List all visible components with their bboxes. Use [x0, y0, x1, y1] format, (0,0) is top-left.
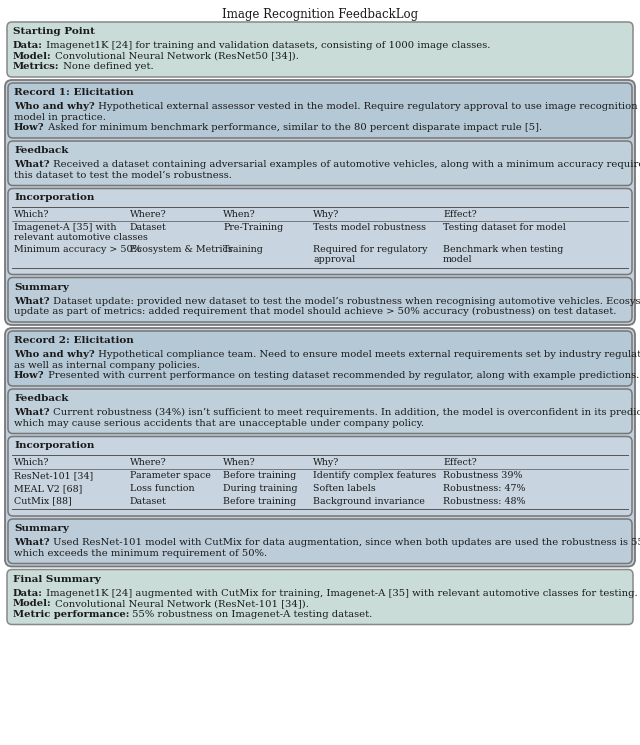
Text: Effect?: Effect? — [443, 210, 477, 219]
Text: Imagenet-A [35] with: Imagenet-A [35] with — [14, 224, 116, 232]
FancyBboxPatch shape — [7, 22, 633, 77]
Text: Loss function: Loss function — [130, 484, 195, 493]
Text: which may cause serious accidents that are unacceptable under company policy.: which may cause serious accidents that a… — [14, 419, 424, 428]
Text: Who and why?: Who and why? — [14, 102, 95, 111]
Text: Starting Point: Starting Point — [13, 27, 95, 36]
Text: Final Summary: Final Summary — [13, 574, 100, 583]
Text: Summary: Summary — [14, 282, 69, 291]
Text: None defined yet.: None defined yet. — [60, 63, 153, 72]
Text: Benchmark when testing: Benchmark when testing — [443, 246, 563, 255]
Text: Received a dataset containing adversarial examples of automotive vehicles, along: Received a dataset containing adversaria… — [50, 160, 640, 169]
FancyBboxPatch shape — [8, 83, 632, 138]
Text: Feedback: Feedback — [14, 394, 68, 403]
Text: Who and why?: Who and why? — [14, 350, 95, 359]
Text: Identify complex features: Identify complex features — [313, 472, 436, 481]
Text: Where?: Where? — [130, 210, 167, 219]
Text: as well as internal company policies.: as well as internal company policies. — [14, 361, 200, 370]
Text: Before training: Before training — [223, 472, 296, 481]
Text: Used ResNet-101 model with CutMix for data augmentation, since when both updates: Used ResNet-101 model with CutMix for da… — [50, 538, 640, 548]
FancyBboxPatch shape — [7, 569, 633, 624]
FancyBboxPatch shape — [8, 141, 632, 186]
Text: Record 2: Elicitation: Record 2: Elicitation — [14, 336, 134, 345]
Text: Hypothetical compliance team. Need to ensure model meets external requirements s: Hypothetical compliance team. Need to en… — [95, 350, 640, 359]
FancyBboxPatch shape — [8, 519, 632, 563]
Text: What?: What? — [14, 160, 50, 169]
Text: model: model — [443, 255, 472, 264]
Text: Before training: Before training — [223, 496, 296, 506]
Text: Data:: Data: — [13, 41, 43, 50]
Text: Minimum accuracy > 50%: Minimum accuracy > 50% — [14, 246, 141, 255]
Text: Effect?: Effect? — [443, 458, 477, 467]
Text: Image Recognition FeedbackLog: Image Recognition FeedbackLog — [222, 8, 418, 21]
Text: Dataset update: provided new dataset to test the model’s robustness when recogni: Dataset update: provided new dataset to … — [50, 297, 640, 305]
Text: relevant automotive classes: relevant automotive classes — [14, 233, 148, 242]
Text: Metrics:: Metrics: — [13, 63, 60, 72]
Text: Robustness: 47%: Robustness: 47% — [443, 484, 525, 493]
Text: Record 1: Elicitation: Record 1: Elicitation — [14, 88, 134, 97]
Text: CutMix [88]: CutMix [88] — [14, 496, 72, 506]
Text: Parameter space: Parameter space — [130, 472, 211, 481]
Text: 55% robustness on Imagenet-A testing dataset.: 55% robustness on Imagenet-A testing dat… — [129, 609, 372, 618]
Text: model in practice.: model in practice. — [14, 112, 106, 121]
Text: Robustness: 48%: Robustness: 48% — [443, 496, 525, 506]
Text: Metric performance:: Metric performance: — [13, 609, 129, 618]
Text: Which?: Which? — [14, 458, 49, 467]
Text: During training: During training — [223, 484, 298, 493]
Text: Training: Training — [223, 246, 264, 255]
Text: MEAL V2 [68]: MEAL V2 [68] — [14, 484, 83, 493]
Text: Soften labels: Soften labels — [313, 484, 376, 493]
FancyBboxPatch shape — [8, 188, 632, 274]
Text: Imagenet1K [24] for training and validation datasets, consisting of 1000 image c: Imagenet1K [24] for training and validat… — [43, 41, 490, 50]
Text: Incorporation: Incorporation — [14, 194, 94, 203]
Text: Model:: Model: — [13, 51, 52, 61]
Text: Feedback: Feedback — [14, 146, 68, 155]
Text: What?: What? — [14, 538, 50, 548]
Text: Testing dataset for model: Testing dataset for model — [443, 224, 566, 232]
Text: this dataset to test the model’s robustness.: this dataset to test the model’s robustn… — [14, 171, 232, 180]
Text: Summary: Summary — [14, 524, 69, 533]
Text: Where?: Where? — [130, 458, 167, 467]
Text: ResNet-101 [34]: ResNet-101 [34] — [14, 472, 93, 481]
Text: Required for regulatory: Required for regulatory — [313, 246, 428, 255]
Text: Imagenet1K [24] augmented with CutMix for training, Imagenet-A [35] with relevan: Imagenet1K [24] augmented with CutMix fo… — [43, 589, 637, 597]
Text: When?: When? — [223, 458, 256, 467]
Text: Presented with current performance on testing dataset recommended by regulator, : Presented with current performance on te… — [45, 371, 639, 380]
Text: Convolutional Neural Network (ResNet-101 [34]).: Convolutional Neural Network (ResNet-101… — [52, 599, 308, 608]
Text: Pre-Training: Pre-Training — [223, 224, 284, 232]
Text: Ecosystem & Metrics: Ecosystem & Metrics — [130, 246, 233, 255]
FancyBboxPatch shape — [5, 328, 635, 566]
Text: Background invariance: Background invariance — [313, 496, 425, 506]
Text: How?: How? — [14, 123, 45, 132]
Text: Asked for minimum benchmark performance, similar to the 80 percent disparate imp: Asked for minimum benchmark performance,… — [45, 123, 541, 132]
FancyBboxPatch shape — [8, 389, 632, 434]
Text: Data:: Data: — [13, 589, 43, 597]
Text: Convolutional Neural Network (ResNet50 [34]).: Convolutional Neural Network (ResNet50 [… — [52, 51, 298, 61]
FancyBboxPatch shape — [5, 80, 635, 325]
Text: Dataset: Dataset — [130, 496, 167, 506]
Text: Which?: Which? — [14, 210, 49, 219]
Text: update as part of metrics: added requirement that model should achieve > 50% acc: update as part of metrics: added require… — [14, 307, 616, 317]
FancyBboxPatch shape — [8, 437, 632, 516]
Text: Why?: Why? — [313, 458, 339, 467]
Text: Robustness 39%: Robustness 39% — [443, 472, 522, 481]
Text: What?: What? — [14, 297, 50, 305]
Text: Incorporation: Incorporation — [14, 442, 94, 451]
Text: Why?: Why? — [313, 210, 339, 219]
Text: What?: What? — [14, 408, 50, 417]
Text: which exceeds the minimum requirement of 50%.: which exceeds the minimum requirement of… — [14, 549, 267, 558]
Text: How?: How? — [14, 371, 45, 380]
FancyBboxPatch shape — [8, 277, 632, 322]
Text: approval: approval — [313, 255, 355, 264]
Text: Model:: Model: — [13, 599, 52, 608]
Text: Dataset: Dataset — [130, 224, 167, 232]
Text: Tests model robustness: Tests model robustness — [313, 224, 426, 232]
Text: Hypothetical external assessor vested in the model. Require regulatory approval : Hypothetical external assessor vested in… — [95, 102, 637, 111]
FancyBboxPatch shape — [8, 331, 632, 386]
Text: Current robustness (34%) isn’t sufficient to meet requirements. In addition, the: Current robustness (34%) isn’t sufficien… — [50, 408, 640, 417]
Text: When?: When? — [223, 210, 256, 219]
